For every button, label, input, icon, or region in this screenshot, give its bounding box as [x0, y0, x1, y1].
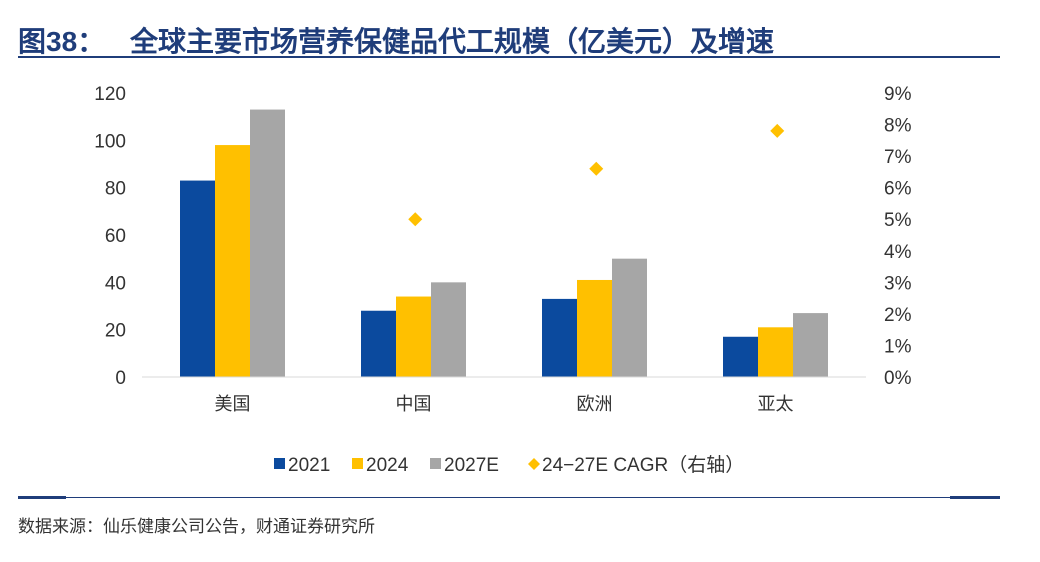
- y-right-tick-label: 6%: [884, 179, 912, 200]
- bar-2024: [396, 296, 431, 377]
- x-tick-label: 美国: [215, 394, 251, 415]
- footer-rule-cap-right: [950, 496, 1000, 499]
- x-tick-label: 中国: [396, 394, 432, 415]
- footer-rule: [18, 496, 1000, 499]
- y-left-tick-label: 20: [105, 321, 126, 342]
- x-tick-label: 欧洲: [577, 394, 613, 415]
- y-right-tick-label: 9%: [884, 84, 912, 105]
- figure-number: 图38：: [18, 26, 106, 57]
- y-right-tick-label: 2%: [884, 305, 912, 326]
- legend-swatch-2024: [352, 458, 363, 469]
- y-right-tick-label: 0%: [884, 368, 912, 389]
- figure-header: 图38： 全球主要市场营养保健品代工规模（亿美元）及增速: [18, 18, 1000, 60]
- y-right-tick-label: 8%: [884, 116, 912, 137]
- bar-2027e: [431, 282, 466, 377]
- y-left-tick-label: 60: [105, 226, 126, 247]
- bar-2027e: [250, 109, 285, 378]
- cagr-marker: [408, 212, 423, 227]
- y-left-tick-label: 100: [94, 131, 126, 152]
- y-left-tick-label: 40: [105, 273, 126, 294]
- legend-label: 2024: [366, 455, 409, 476]
- y-left-tick-label: 80: [105, 179, 126, 200]
- legend-swatch-2021: [274, 458, 285, 469]
- bar-2024: [758, 327, 793, 377]
- source-note: 数据来源：仙乐健康公司公告，财通证券研究所: [18, 517, 375, 536]
- legend-swatch-2027e: [430, 458, 441, 469]
- y-right-tick-label: 3%: [884, 273, 912, 294]
- bar-2027e: [793, 313, 828, 377]
- legend-label: 24−27E CAGR（右轴）: [542, 454, 744, 476]
- x-tick-label: 亚太: [758, 394, 794, 415]
- bar-2021: [180, 180, 215, 377]
- legend-swatch-cagr: [528, 458, 540, 470]
- cagr-marker: [770, 123, 785, 138]
- footer-rule-cap-left: [18, 496, 66, 499]
- y-right-tick-label: 1%: [884, 336, 912, 357]
- legend-label: 2027E: [444, 455, 499, 476]
- bar-2021: [542, 298, 577, 377]
- bar-2021: [723, 336, 758, 377]
- legend-label: 2021: [288, 455, 330, 476]
- bar-2024: [215, 145, 250, 377]
- figure-title: 全球主要市场营养保健品代工规模（亿美元）及增速: [130, 26, 775, 57]
- cagr-marker: [589, 161, 604, 176]
- bar-2021: [361, 310, 396, 377]
- y-right-tick-label: 7%: [884, 147, 912, 168]
- bar-2024: [577, 279, 612, 377]
- y-right-tick-label: 5%: [884, 210, 912, 231]
- y-right-tick-label: 4%: [884, 242, 912, 263]
- y-left-tick-label: 0: [115, 368, 126, 389]
- y-left-tick-label: 120: [94, 84, 126, 105]
- header-rule: [18, 56, 1000, 58]
- bar-2027e: [612, 258, 647, 377]
